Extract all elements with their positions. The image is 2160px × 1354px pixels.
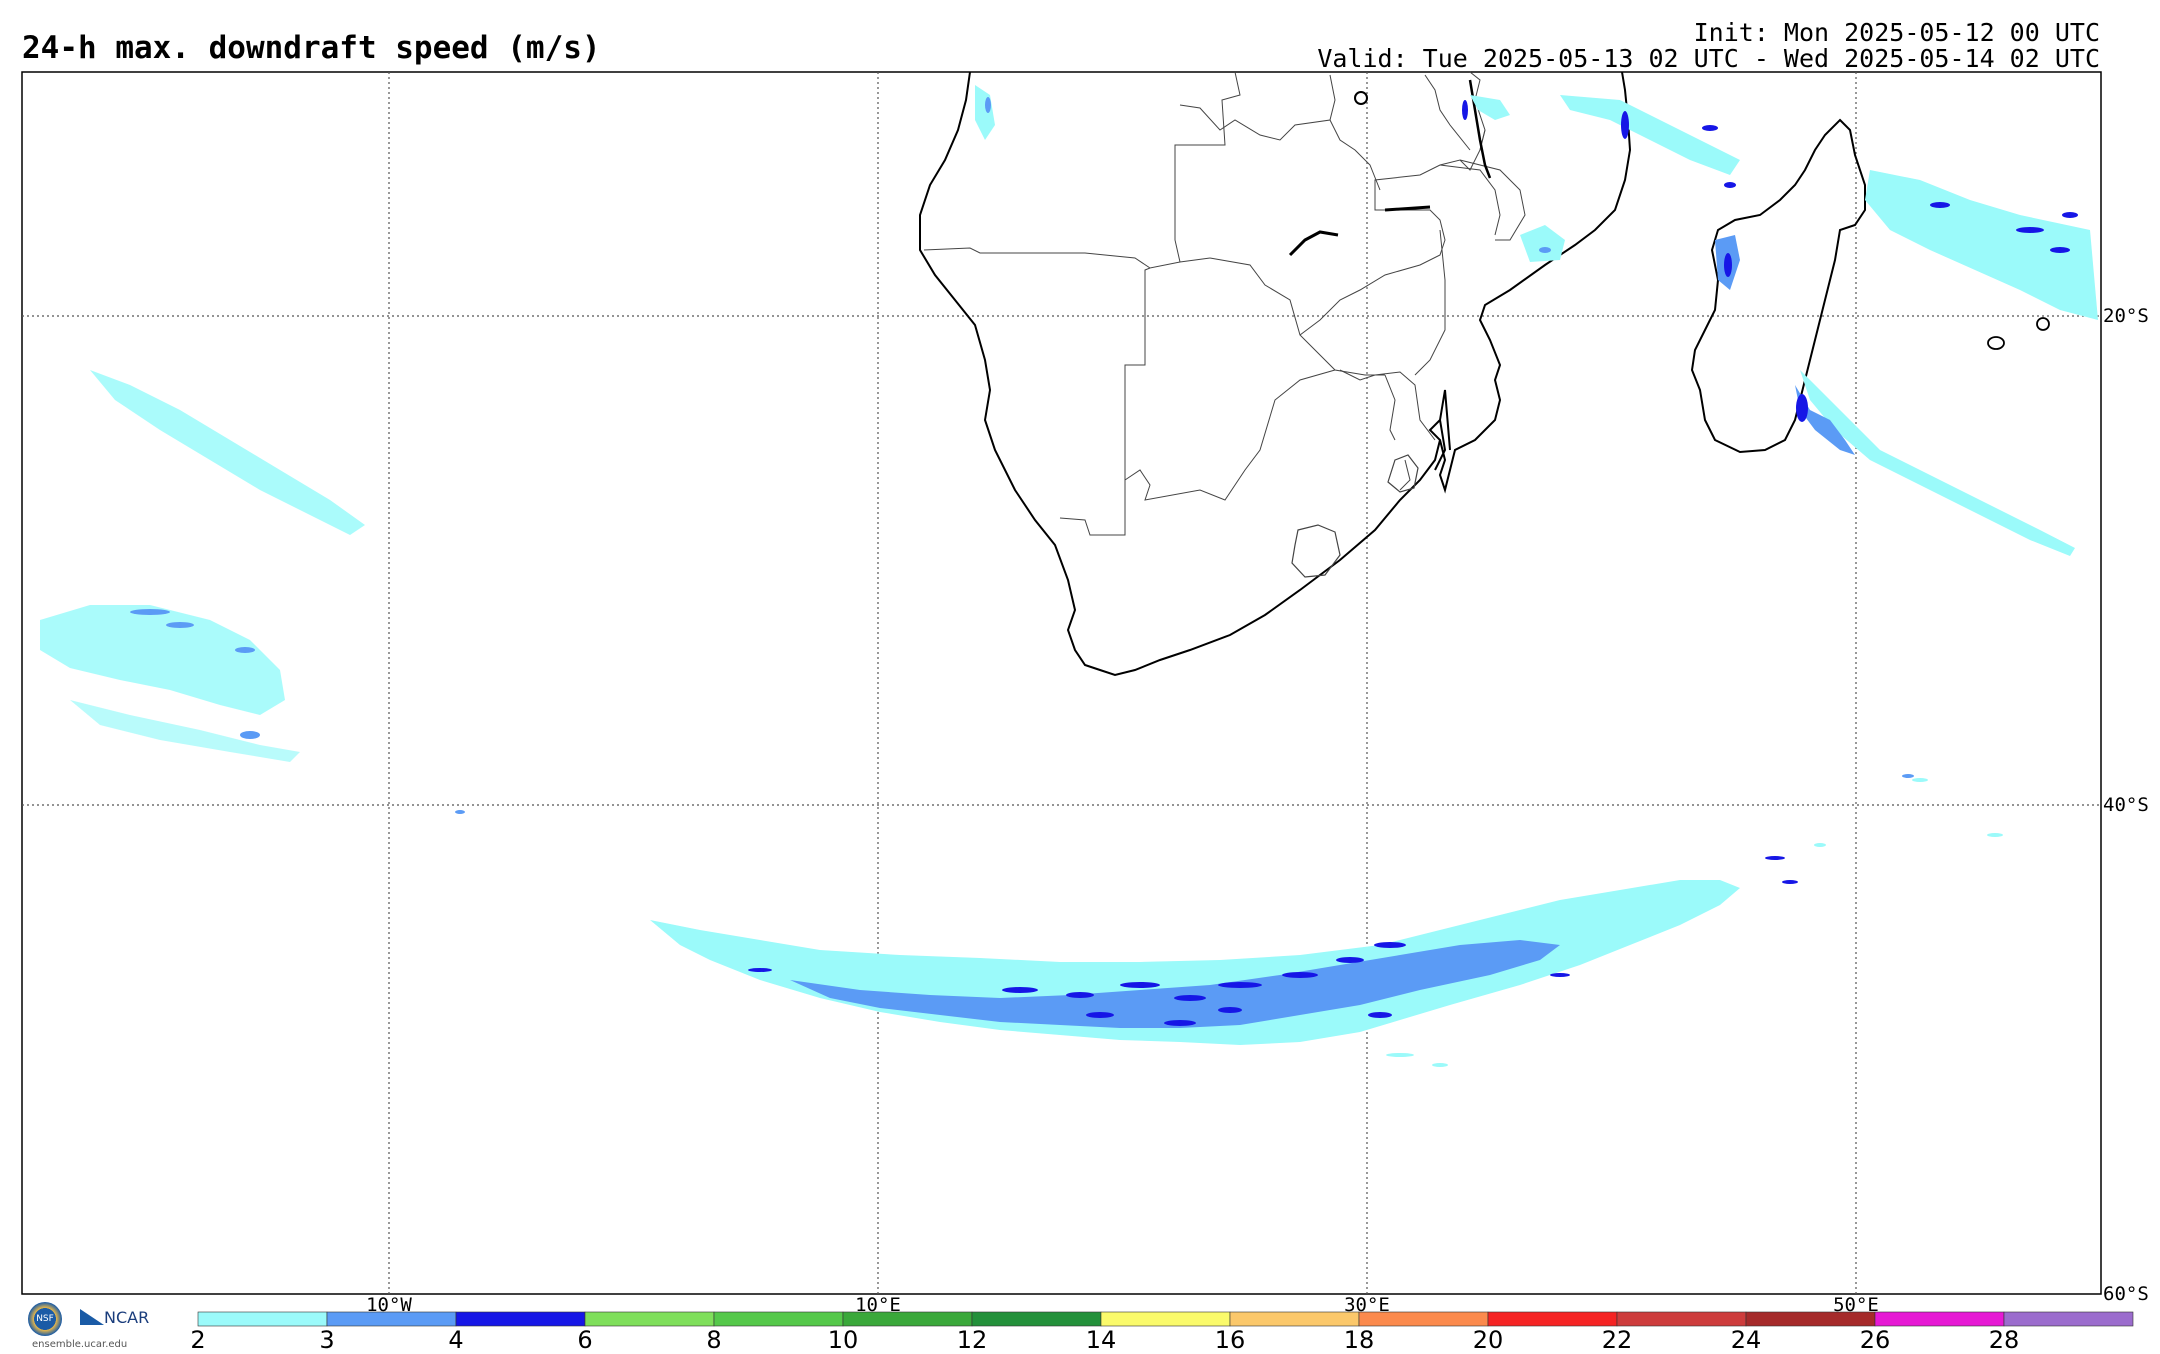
lon-label-50e: 50°E <box>1833 1294 1879 1316</box>
downdraft-south-atlantic <box>40 370 465 814</box>
downdraft-band-south <box>650 774 2003 1067</box>
colorbar-tick-label: 16 <box>1214 1326 1246 1354</box>
colorbar-tick-label: 3 <box>319 1326 335 1354</box>
colorbar-swatch <box>1616 1311 1747 1327</box>
colorbar-swatch <box>1229 1311 1360 1327</box>
valid-time: Valid: Tue 2025-05-13 02 UTC - Wed 2025-… <box>1317 44 2100 73</box>
downdraft-indian-ocean <box>975 85 2098 556</box>
colorbar-swatch <box>584 1311 715 1327</box>
forecast-times: Init: Mon 2025-05-12 00 UTC Valid: Tue 2… <box>1317 20 2100 72</box>
colorbar-tick-label: 14 <box>1085 1326 1117 1354</box>
colorbar-tick-label: 20 <box>1472 1326 1504 1354</box>
ncar-logo: NCAR <box>80 1308 149 1327</box>
lake-cahora-bassa <box>1384 205 1431 212</box>
lake-kariba <box>1288 230 1339 257</box>
colorbar-swatch <box>1358 1311 1489 1327</box>
lon-label-10e: 10°E <box>855 1294 901 1316</box>
graticule <box>22 72 2101 1294</box>
island-reunion <box>1987 336 2005 350</box>
colorbar-tick-label: 2 <box>190 1326 206 1354</box>
colorbar-tick-label: 12 <box>956 1326 988 1354</box>
colorbar-tick-label: 22 <box>1601 1326 1633 1354</box>
colorbar-swatch <box>197 1311 328 1327</box>
madagascar-coastline <box>1690 118 1866 454</box>
country-borders <box>923 71 1526 536</box>
site-url: ensemble.ucar.edu <box>32 1339 128 1350</box>
init-time: Init: Mon 2025-05-12 00 UTC <box>1693 18 2100 47</box>
colorbar-swatch <box>2003 1311 2134 1327</box>
colorbar-tick-label: 28 <box>1988 1326 2020 1354</box>
colorbar <box>197 1311 2134 1327</box>
colorbar-tick-label: 10 <box>827 1326 859 1354</box>
lon-label-30e: 30°E <box>1344 1294 1390 1316</box>
colorbar-swatch <box>1745 1311 1876 1327</box>
colorbar-tick-label: 18 <box>1343 1326 1375 1354</box>
colorbar-tick-label: 6 <box>577 1326 593 1354</box>
colorbar-swatch <box>1874 1311 2005 1327</box>
colorbar-swatch <box>842 1311 973 1327</box>
colorbar-tick-label: 26 <box>1859 1326 1891 1354</box>
colorbar-tick-label: 4 <box>448 1326 464 1354</box>
africa-coastline <box>919 71 1632 677</box>
lon-label-10w: 10°W <box>366 1294 412 1316</box>
ncar-mark-icon <box>80 1309 104 1325</box>
lat-label-40s: 40°S <box>2103 794 2149 816</box>
colorbar-swatch <box>713 1311 844 1327</box>
colorbar-tick-label: 24 <box>1730 1326 1762 1354</box>
nsf-logo: NSF <box>28 1302 62 1336</box>
eswatini-border <box>1387 454 1419 493</box>
colorbar-swatch <box>455 1311 586 1327</box>
lat-label-20s: 20°S <box>2103 305 2149 327</box>
colorbar-swatch <box>1487 1311 1618 1327</box>
lake-bangweulu <box>1354 91 1368 105</box>
island-mauritius <box>2036 317 2050 331</box>
colorbar-swatch <box>1100 1311 1231 1327</box>
lat-label-60s: 60°S <box>2103 1283 2149 1305</box>
colorbar-swatch <box>971 1311 1102 1327</box>
colorbar-tick-label: 8 <box>706 1326 722 1354</box>
colorbar-swatch <box>326 1311 457 1327</box>
map-title: 24-h max. downdraft speed (m/s) <box>22 30 601 66</box>
lesotho-border <box>1291 524 1341 578</box>
map-frame <box>21 71 2102 1295</box>
ncar-logo-text: NCAR <box>104 1308 150 1327</box>
